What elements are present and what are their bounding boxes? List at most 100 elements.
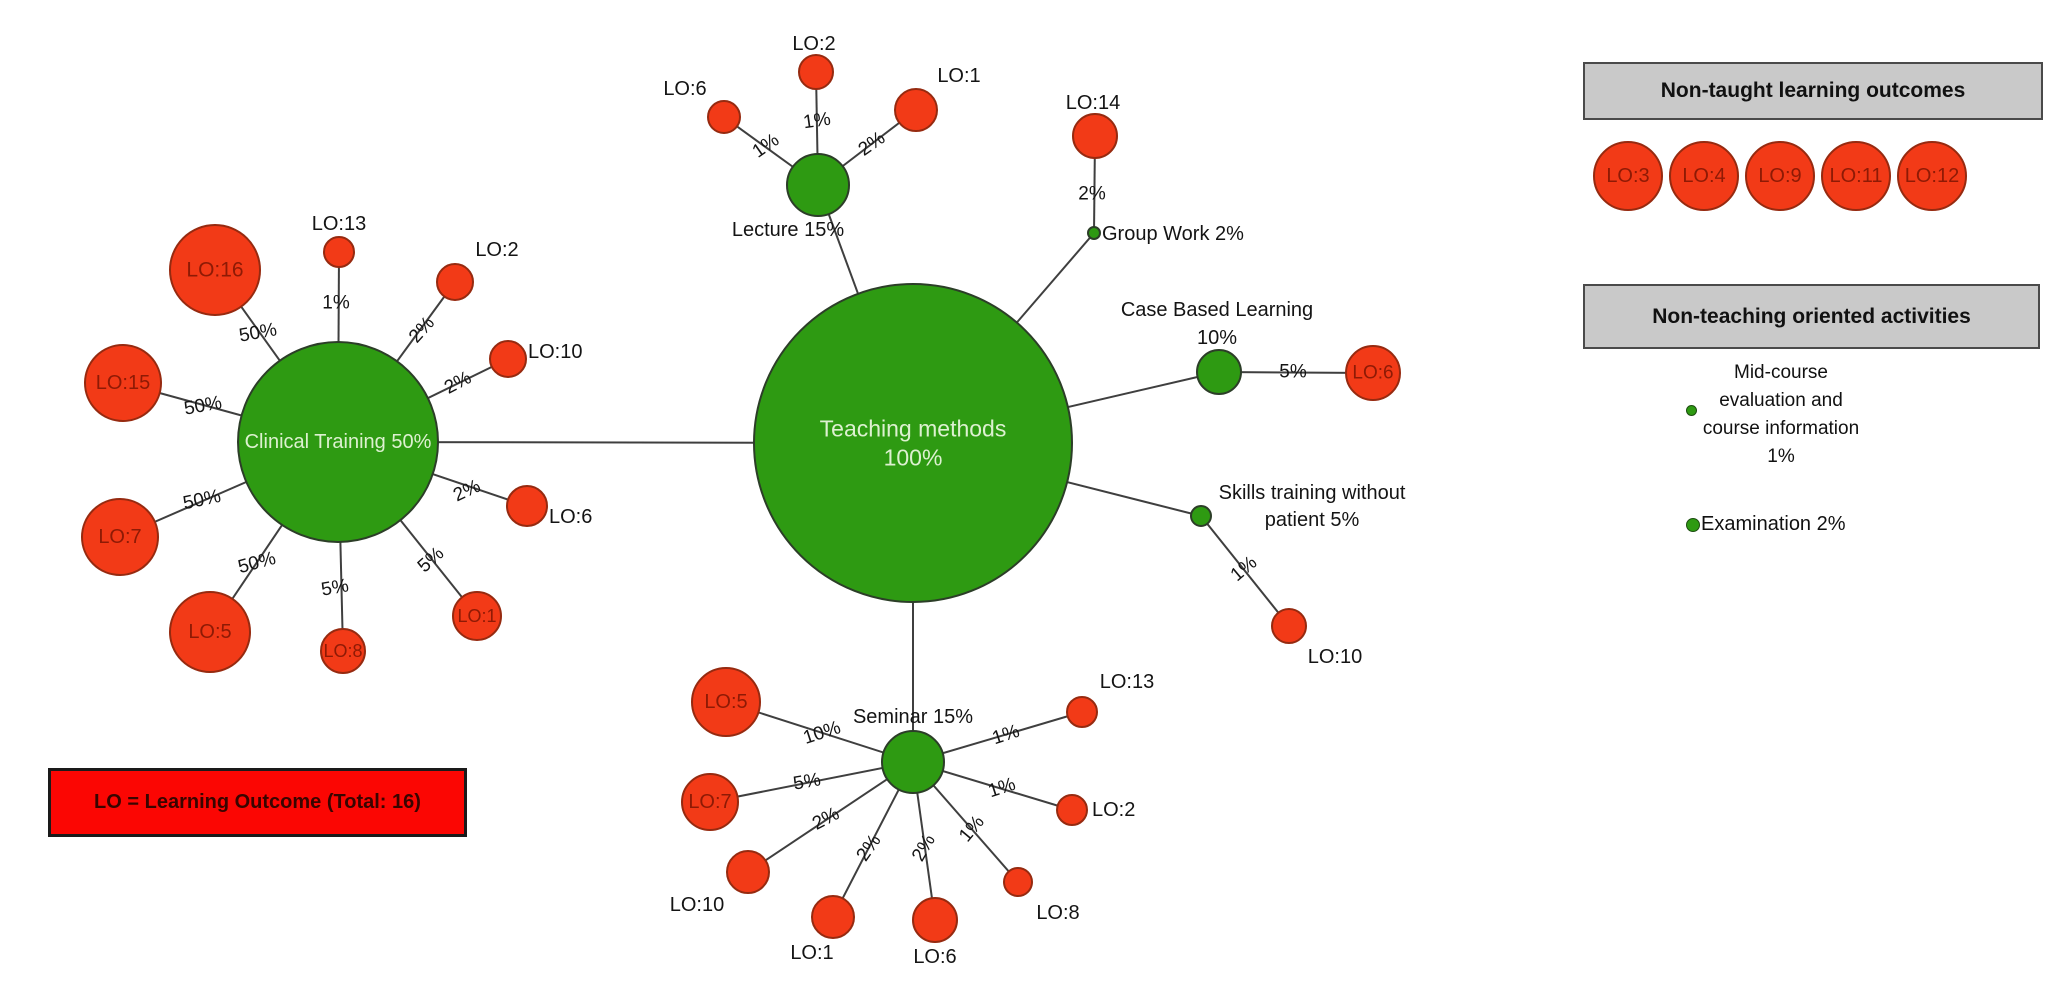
node-seminar-lo8 — [1003, 867, 1033, 897]
node-label-lecture-lo1: LO:1 — [937, 65, 980, 87]
node-label-seminar-lo1: LO:1 — [790, 942, 833, 964]
edge-label-seminar-lo6: 2% — [908, 831, 940, 865]
node-label-seminar-lo5: LO:5 — [704, 691, 747, 713]
node-teaching-methods — [753, 283, 1073, 603]
node-seminar-lo2 — [1056, 794, 1088, 826]
node-skills-training — [1190, 505, 1212, 527]
examination-dot-icon — [1686, 517, 1700, 532]
node-label-clinical-lo8: LO:8 — [323, 641, 362, 661]
node-label-case-based-learning: 10% — [1197, 327, 1237, 349]
node-lecture — [786, 153, 850, 217]
edge-label-seminar-lo1: 2% — [853, 831, 886, 866]
edge-label-clinical-lo10: 2% — [441, 367, 475, 398]
mid-course-line-1: Mid-course — [1734, 362, 1828, 383]
node-label-cbl-lo6: LO:6 — [1352, 363, 1393, 384]
node-label-skills-lo10: LO:10 — [1308, 646, 1362, 668]
edge-seminar-lo10 — [747, 761, 914, 873]
node-label-seminar-lo2: LO:2 — [1092, 799, 1135, 821]
node-cbl-lo6 — [1345, 345, 1401, 401]
node-label-clinical-lo5: LO:5 — [188, 621, 231, 643]
node-clinical-lo10 — [489, 340, 527, 378]
node-clinical-lo2 — [436, 263, 474, 301]
mid-course-line-2: evaluation and — [1719, 390, 1843, 411]
node-seminar-lo5 — [691, 667, 761, 737]
node-seminar-lo7 — [681, 773, 739, 831]
node-clinical-lo16 — [169, 224, 261, 316]
node-label-clinical-lo2: LO:2 — [475, 239, 518, 261]
non-taught-circle-lo3: LO:3 — [1593, 141, 1663, 211]
node-clinical-training — [237, 341, 439, 543]
node-lecture-lo2 — [798, 54, 834, 90]
node-case-based-learning — [1196, 349, 1242, 395]
node-label-lecture: Lecture 15% — [732, 219, 845, 241]
edge-label-clinical-lo15: 50% — [182, 392, 223, 419]
node-label-clinical-training: Clinical Training 50% — [245, 431, 432, 453]
node-label-skills-training: patient 5% — [1265, 509, 1360, 531]
node-label-group-work: Group Work 2% — [1102, 223, 1244, 245]
node-seminar-lo10 — [726, 850, 770, 894]
node-groupwork-lo14 — [1072, 113, 1118, 159]
node-clinical-lo13 — [323, 236, 355, 268]
node-clinical-lo5 — [169, 591, 251, 673]
node-label-teaching-methods: Teaching methods — [820, 416, 1007, 442]
lo-legend-box: LO = Learning Outcome (Total: 16) — [48, 768, 467, 837]
non-taught-header-label: Non-taught learning outcomes — [1660, 79, 1966, 102]
examination-label: Examination 2% — [1701, 513, 1846, 535]
edge-label-clinical-lo1: 5% — [414, 543, 449, 577]
node-label-clinical-lo7: LO:7 — [98, 526, 141, 548]
mid-course-text: Mid-course evaluation and course informa… — [1655, 359, 1907, 471]
edge-label-clinical-lo13: 1% — [322, 293, 350, 314]
non-taught-circle-lo11: LO:11 — [1821, 141, 1891, 211]
node-group-work — [1087, 226, 1101, 240]
non-taught-header: Non-taught learning outcomes — [1583, 62, 2043, 120]
edge-label-lecture-lo2: 1% — [802, 109, 832, 134]
node-label-seminar-lo7: LO:7 — [688, 791, 731, 813]
edge-label-clinical-lo16: 50% — [237, 319, 278, 346]
edge-label-lecture-lo1: 2% — [855, 127, 890, 160]
non-teaching-header: Non-teaching oriented activities — [1583, 284, 2040, 349]
edge-label-skills-lo10: 1% — [1227, 552, 1262, 586]
node-clinical-lo1 — [452, 591, 502, 641]
non-teaching-header-label: Non-teaching oriented activities — [1652, 304, 1971, 328]
node-label-case-based-learning: Case Based Learning — [1121, 299, 1313, 321]
edge-label-clinical-lo7: 50% — [181, 486, 223, 514]
node-seminar-lo13 — [1066, 696, 1098, 728]
node-seminar-lo1 — [811, 895, 855, 939]
node-label-lecture-lo2: LO:2 — [792, 33, 835, 55]
non-taught-circle-lo12: LO:12 — [1897, 141, 1967, 211]
node-lecture-lo6 — [707, 100, 741, 134]
node-label-clinical-lo1: LO:1 — [457, 606, 496, 626]
edge-label-groupwork-lo14: 2% — [1078, 184, 1106, 205]
lo-legend-label: LO = Learning Outcome (Total: 16) — [94, 791, 421, 813]
mid-course-line-4: 1% — [1767, 446, 1795, 467]
edge-label-cbl-lo6: 5% — [1279, 362, 1307, 383]
edge-label-lecture-lo6: 1% — [749, 129, 784, 162]
examination-note: Examination 2% — [1686, 513, 1846, 536]
non-taught-circle-lo9: LO:9 — [1745, 141, 1815, 211]
node-clinical-lo8 — [320, 628, 366, 674]
edge-skills-lo10 — [1200, 515, 1290, 627]
non-taught-circle-lo4: LO:4 — [1669, 141, 1739, 211]
edge-label-clinical-lo6: 2% — [450, 476, 484, 507]
edge-label-clinical-lo8: 5% — [320, 575, 351, 600]
node-seminar — [881, 730, 945, 794]
node-label-lecture-lo6: LO:6 — [663, 78, 706, 100]
edge-label-seminar-lo5: 10% — [801, 717, 844, 749]
mid-course-line-3: course information — [1702, 418, 1860, 439]
nodes-layer — [81, 54, 1401, 943]
edge-seminar-lo7 — [709, 761, 914, 803]
node-label-clinical-lo6: LO:6 — [549, 506, 592, 528]
node-lecture-lo1 — [894, 88, 938, 132]
edge-label-seminar-lo2: 1% — [986, 774, 1019, 802]
node-label-skills-training: Skills training without — [1219, 482, 1406, 504]
node-seminar-lo6 — [912, 897, 958, 943]
node-clinical-lo7 — [81, 498, 159, 576]
node-label-teaching-methods: 100% — [884, 445, 943, 471]
node-label-seminar-lo8: LO:8 — [1036, 902, 1079, 924]
node-label-seminar-lo6: LO:6 — [913, 946, 956, 968]
node-label-clinical-lo10: LO:10 — [528, 341, 582, 363]
node-label-seminar: Seminar 15% — [853, 706, 973, 728]
node-label-seminar-lo10: LO:10 — [670, 894, 724, 916]
